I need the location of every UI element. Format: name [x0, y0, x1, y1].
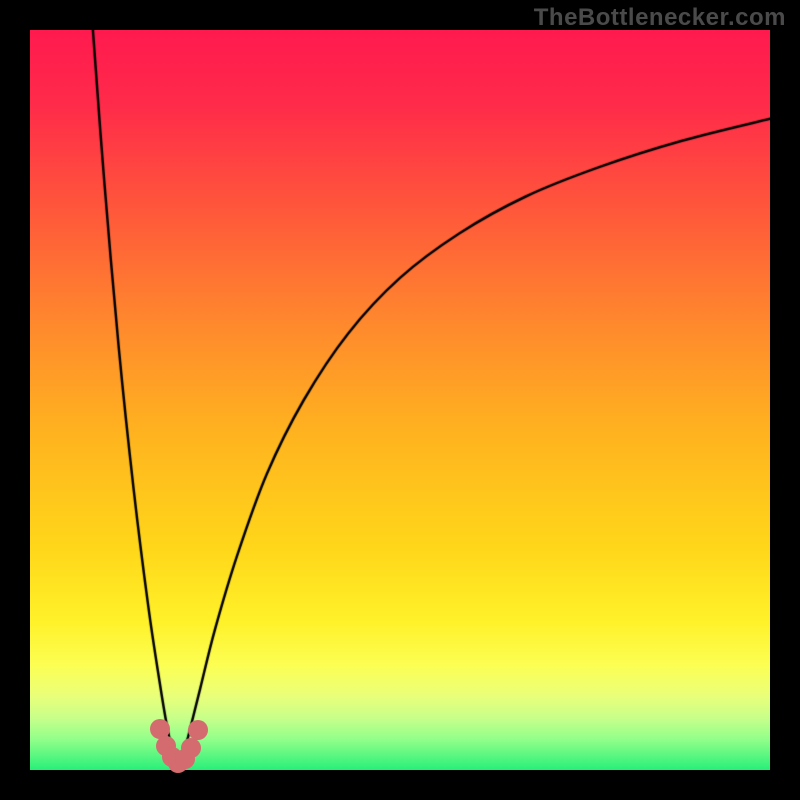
- plot-area: [30, 30, 770, 770]
- data-marker: [188, 720, 208, 740]
- figure-container: { "canvas": { "width": 800, "height": 80…: [0, 0, 800, 800]
- data-marker: [181, 738, 201, 758]
- marker-layer: [30, 30, 770, 770]
- watermark-text: TheBottlenecker.com: [534, 4, 786, 32]
